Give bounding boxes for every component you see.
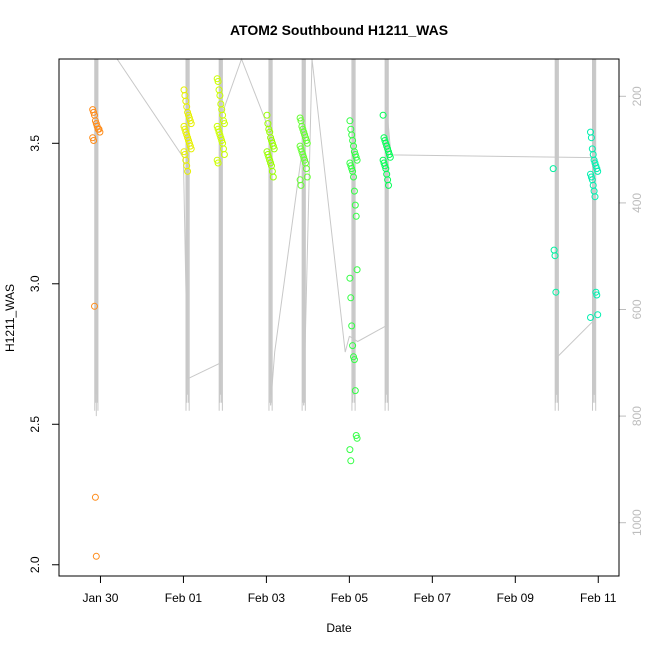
data-point (351, 201, 359, 209)
data-point (303, 173, 311, 181)
data-point (348, 322, 356, 330)
data-point (353, 156, 361, 164)
data-point (347, 294, 355, 302)
data-point (296, 114, 304, 122)
y-tick-label: 3.0 (28, 275, 42, 292)
data-point (591, 193, 599, 201)
y-tick-label: 2.5 (28, 416, 42, 433)
data-point (594, 311, 602, 319)
data-point (353, 266, 361, 274)
data-point (352, 153, 360, 161)
data-point (267, 159, 275, 167)
data-point (214, 159, 222, 167)
x-tick-label: Feb 03 (248, 591, 286, 605)
data-point (594, 167, 602, 175)
data-point (379, 111, 387, 119)
data-point (381, 162, 389, 170)
x-tick-label: Feb 01 (165, 591, 203, 605)
y-tick-label: 3.5 (28, 135, 42, 152)
chart-title: ATOM2 Southbound H1211_WAS (230, 22, 448, 38)
data-point (592, 288, 600, 296)
data-point (552, 288, 560, 296)
data-point (593, 291, 601, 299)
data-point (187, 145, 195, 153)
data-point (95, 125, 103, 133)
data-point (587, 314, 594, 321)
data-point (301, 156, 309, 164)
data-point (303, 139, 311, 147)
data-point (346, 274, 354, 282)
x-tick-label: Feb 09 (497, 591, 535, 605)
data-point (350, 187, 358, 195)
data-point (92, 552, 100, 560)
x-tick-label: Feb 07 (414, 591, 452, 605)
data-point (180, 148, 188, 156)
plot-frame (58, 58, 620, 577)
x-tick-label: Jan 30 (82, 591, 118, 605)
data-point (385, 151, 393, 158)
secondary-line-segment (303, 58, 350, 406)
data-point (263, 111, 271, 119)
x-tick-label: Feb 05 (331, 591, 369, 605)
data-point (187, 120, 195, 128)
data-point (352, 212, 360, 220)
y-tick-label: 2.0 (28, 556, 42, 573)
data-point (587, 134, 595, 142)
y2-tick-label: 600 (630, 299, 644, 319)
data-point (351, 387, 359, 395)
data-point (350, 353, 357, 361)
secondary-line-layer (94, 57, 597, 417)
data-points (89, 75, 602, 560)
data-point (220, 120, 228, 128)
data-point (214, 78, 222, 85)
data-point (346, 446, 354, 454)
data-point (551, 252, 559, 260)
data-point (270, 145, 278, 153)
y2-tick-label: 400 (630, 193, 644, 213)
data-point (297, 181, 305, 189)
data-point (302, 165, 310, 173)
data-point (385, 181, 392, 189)
data-point (91, 493, 99, 501)
x-tick-label: Feb 11 (580, 591, 617, 605)
data-point (350, 356, 358, 364)
data-point (216, 92, 224, 99)
data-point (91, 302, 98, 310)
data-point (302, 137, 310, 144)
data-point (90, 137, 98, 144)
data-point (269, 173, 277, 181)
x-axis-label: Date (326, 621, 352, 635)
data-point (346, 117, 354, 125)
data-point (96, 128, 104, 136)
y2-tick-label: 800 (630, 406, 644, 426)
y2-tick-label: 200 (630, 86, 644, 106)
axes: Jan 30 Feb 01 Feb 03 Feb 05 Feb 07 Feb 09 Feb … (28, 86, 644, 605)
data-point (347, 457, 355, 465)
y2-tick-label: 1000 (630, 509, 644, 536)
data-point (350, 173, 357, 181)
data-point (549, 165, 557, 173)
data-point (220, 151, 228, 158)
data-point (89, 134, 97, 142)
data-point (587, 173, 595, 181)
y-axis-label: H1211_WAS (3, 284, 17, 352)
data-point (184, 167, 192, 175)
data-point (265, 125, 273, 133)
data-point (353, 434, 361, 442)
data-point (386, 153, 394, 161)
data-point (349, 342, 357, 350)
